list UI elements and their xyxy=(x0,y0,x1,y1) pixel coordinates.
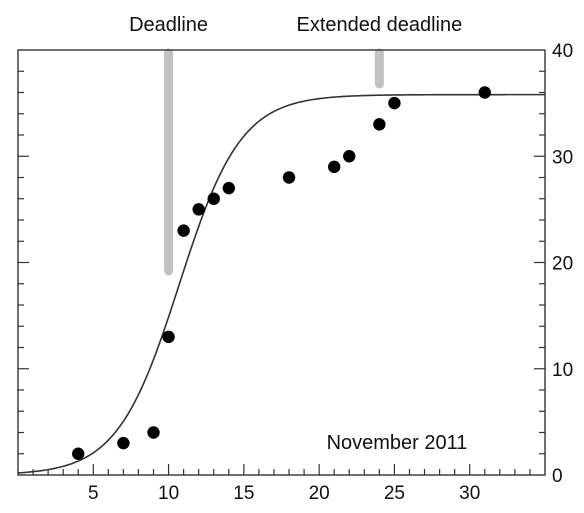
tick-labels: 5 10 15 20 25 30 0 10 20 30 40 Deadline Extended dea… xyxy=(88,14,573,504)
data-point xyxy=(328,160,341,174)
deadline-label: Deadline xyxy=(129,14,208,36)
data-point xyxy=(72,447,85,460)
data-point xyxy=(117,436,130,450)
data-point xyxy=(162,330,175,344)
deadline-markers xyxy=(164,48,384,276)
data-point xyxy=(388,96,401,110)
extended-deadline-label: Extended deadline xyxy=(297,14,463,36)
data-point xyxy=(222,181,235,195)
x-tick-label: 30 xyxy=(459,483,480,504)
data-point xyxy=(192,203,205,216)
x-tick-label: 5 xyxy=(88,483,99,504)
x-tick-label: 10 xyxy=(158,483,179,504)
data-point xyxy=(147,426,160,439)
y-tick-label: 40 xyxy=(552,41,573,62)
y-tick-label: 30 xyxy=(552,147,573,168)
data-point xyxy=(343,150,356,163)
period-annotation: November 2011 xyxy=(327,432,468,454)
data-point xyxy=(478,86,491,99)
y-tick-label: 10 xyxy=(552,360,573,381)
fit-curve-line xyxy=(17,93,545,474)
data-point xyxy=(373,118,386,131)
x-tick-label: 25 xyxy=(384,483,405,504)
data-points xyxy=(72,86,491,460)
x-tick-label: 20 xyxy=(309,483,330,504)
axis-ticks xyxy=(18,70,545,475)
data-point xyxy=(177,224,190,237)
plot-frame xyxy=(17,49,546,476)
data-point xyxy=(282,171,296,184)
data-point xyxy=(207,192,220,205)
y-tick-label: 0 xyxy=(552,466,563,487)
y-tick-label: 20 xyxy=(552,254,573,275)
x-tick-label: 15 xyxy=(233,483,254,504)
